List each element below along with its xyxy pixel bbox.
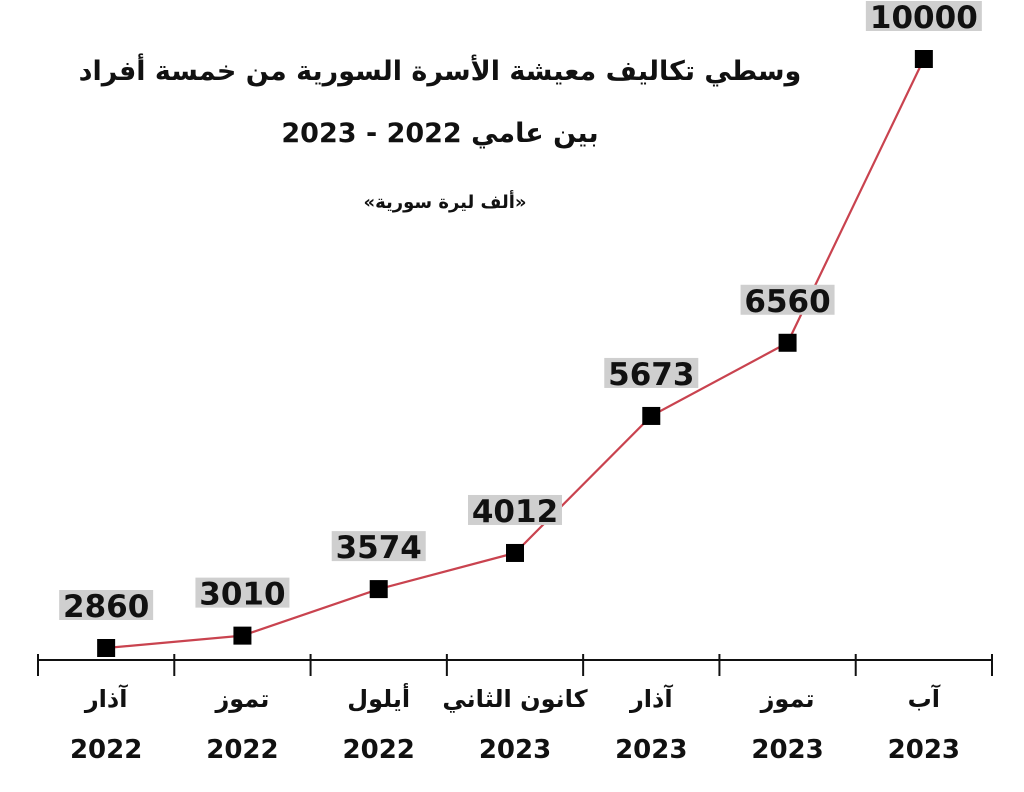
x-axis	[37, 654, 993, 676]
x-tick-label-month: آذار	[84, 684, 128, 713]
markers-group	[97, 50, 933, 657]
data-point-marker	[233, 626, 252, 645]
chart-title: وسطي تكاليف معيشة الأسرة السورية من خمسة…	[79, 53, 802, 87]
data-label: 10000	[870, 0, 978, 36]
data-labels-group: 2860 3010 3574 4012 5673 6560 10000	[59, 0, 982, 625]
data-label: 2860	[63, 589, 149, 625]
data-label-background	[740, 284, 835, 315]
x-tick-label-year: 2022	[70, 735, 142, 765]
x-tick-label-month: آب	[908, 684, 941, 713]
data-label-background	[865, 1, 982, 31]
x-tick-label-month: كانون الثاني	[442, 685, 587, 713]
data-label: 5673	[608, 357, 694, 393]
data-label: 3574	[336, 530, 422, 566]
x-tick-label-year: 2023	[888, 735, 960, 765]
data-point-marker	[778, 333, 797, 352]
data-label: 3010	[199, 577, 285, 613]
data-point-marker	[369, 580, 388, 599]
data-label-background	[331, 531, 426, 562]
x-tick-label-year: 2022	[206, 735, 278, 765]
x-tick-label-year: 2023	[479, 735, 551, 765]
chart-title-line2: بين عامي 2022 - 2023	[281, 118, 598, 149]
data-point-marker	[914, 50, 933, 68]
chart-subtitle: «ألف ليرة سورية»	[363, 190, 526, 213]
x-tick-labels-group: آذار 2022 تموز 2022 أيلول 2022 كانون الثاني 202…	[70, 683, 960, 765]
data-point-marker	[642, 406, 661, 425]
data-point-marker	[506, 543, 524, 562]
data-label-background	[195, 577, 290, 608]
x-tick-label-year: 2023	[751, 735, 823, 765]
data-label-background	[604, 357, 699, 388]
data-label: 4012	[472, 494, 558, 530]
x-tick-label-month: آذار	[629, 684, 673, 713]
x-tick-label-year: 2023	[615, 735, 687, 765]
x-tick-label-month: تموز	[214, 685, 269, 713]
data-label-background	[59, 590, 154, 620]
x-tick-label-month: أيلول	[347, 683, 410, 713]
data-label: 6560	[744, 284, 830, 320]
data-label-background	[468, 494, 562, 525]
data-point-marker	[97, 639, 116, 657]
x-tick-label-year: 2022	[343, 735, 415, 765]
x-tick-label-month: تموز	[760, 685, 815, 713]
